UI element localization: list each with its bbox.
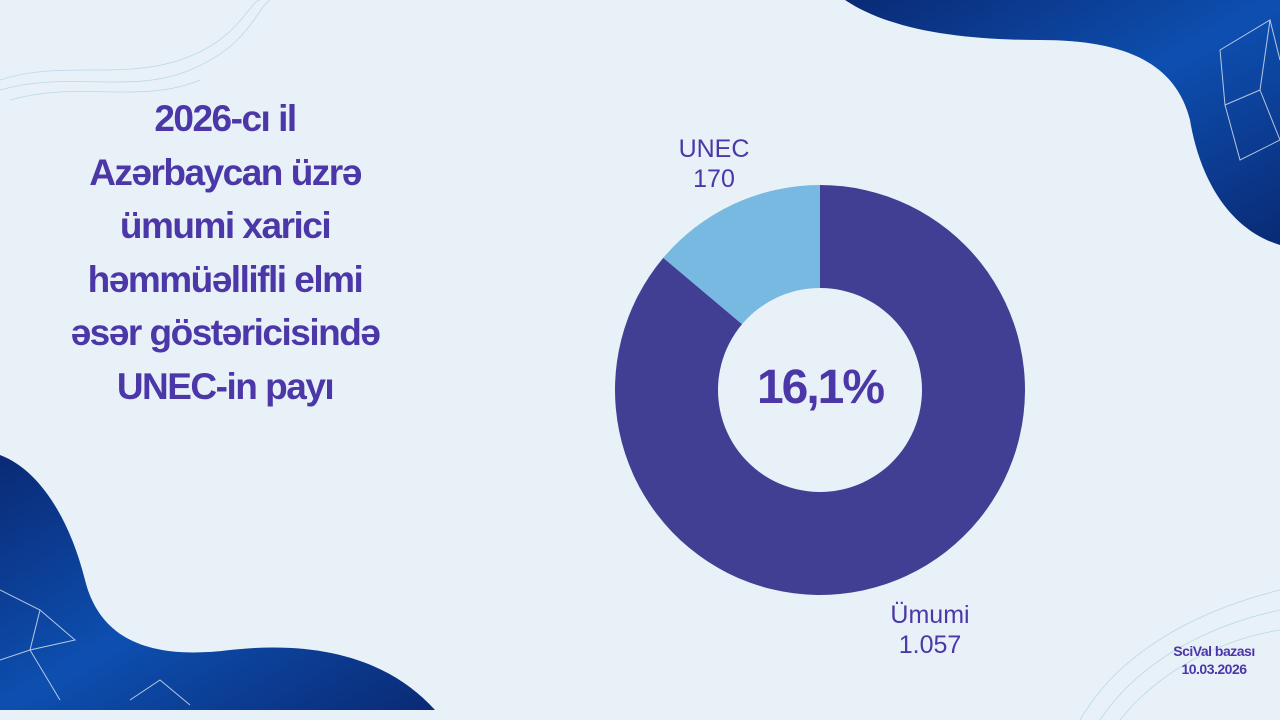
unec-label: UNEC 170 <box>664 134 764 194</box>
center-percentage: 16,1% <box>756 361 885 414</box>
umumi-label-value: 1.057 <box>898 631 962 659</box>
donut-slice-umumi <box>614 185 1025 595</box>
unec-label-name: UNEC <box>678 135 750 163</box>
title-line: 2026-cı il <box>154 98 297 139</box>
umumi-label: Ümumi 1.057 <box>880 600 980 660</box>
source-name: SciVal bazası <box>1173 643 1255 659</box>
slide-title: 2026-cı il Azərbaycan üzrə ümumi xarici … <box>30 92 420 413</box>
title-line: əsər göstəricisində <box>70 312 381 353</box>
unec-label-value: 170 <box>693 165 735 193</box>
source-date: 10.03.2026 <box>1181 661 1247 677</box>
title-line: həmmüəllifli elmi <box>87 258 364 300</box>
title-line: Azərbaycan üzrə <box>89 151 362 193</box>
title-line: ümumi xarici <box>119 205 332 246</box>
source-note: SciVal bazası 10.03.2026 <box>1150 642 1278 678</box>
donut-slice-unec <box>663 185 820 325</box>
title-line: UNEC-in payı <box>116 365 335 407</box>
umumi-label-name: Ümumi <box>890 601 970 629</box>
